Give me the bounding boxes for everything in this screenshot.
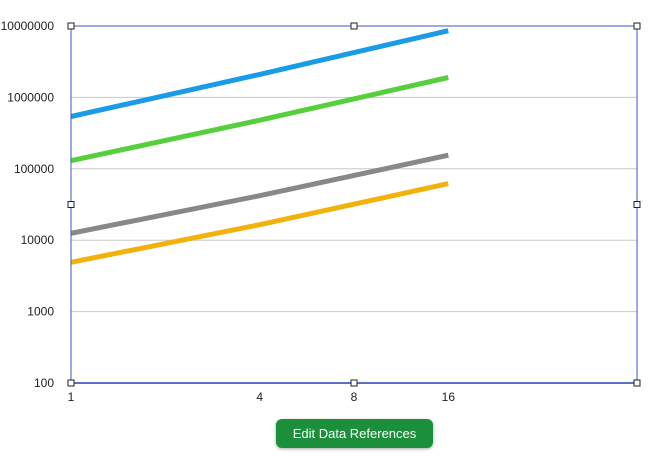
- series-line-2: [70, 75, 449, 164]
- series-lines: [70, 28, 449, 265]
- y-tick-label: 10000: [21, 233, 55, 247]
- x-tick-label: 1: [68, 390, 75, 404]
- y-axis-labels: 100 1000 10000 100000 1000000 10000000: [1, 19, 55, 390]
- resize-handle[interactable]: [350, 22, 358, 30]
- resize-handle[interactable]: [633, 379, 641, 387]
- y-tick-label: 1000: [27, 305, 54, 319]
- edit-data-references-button[interactable]: Edit Data References: [276, 419, 433, 448]
- resize-handle[interactable]: [67, 379, 75, 387]
- series-line-4: [70, 181, 449, 265]
- y-tick-label: 100000: [14, 162, 54, 176]
- series-line-3: [70, 152, 449, 236]
- selection-frame[interactable]: [67, 22, 641, 387]
- x-axis-labels: 1 4 8 16: [68, 390, 456, 404]
- y-tick-label: 10000000: [1, 19, 55, 33]
- x-tick-label: 4: [256, 390, 263, 404]
- chart: 100 1000 10000 100000 1000000 10000000 1 4 8 16: [1, 19, 641, 404]
- series-line-1: [70, 28, 449, 119]
- resize-handle[interactable]: [350, 379, 358, 387]
- resize-handle[interactable]: [67, 201, 75, 208]
- resize-handle[interactable]: [633, 201, 641, 208]
- resize-handle[interactable]: [633, 22, 641, 30]
- x-tick-label: 8: [351, 390, 358, 404]
- x-tick-label: 16: [442, 390, 456, 404]
- y-tick-label: 1000000: [7, 90, 54, 104]
- y-tick-label: 100: [34, 376, 54, 390]
- resize-handle[interactable]: [67, 22, 75, 30]
